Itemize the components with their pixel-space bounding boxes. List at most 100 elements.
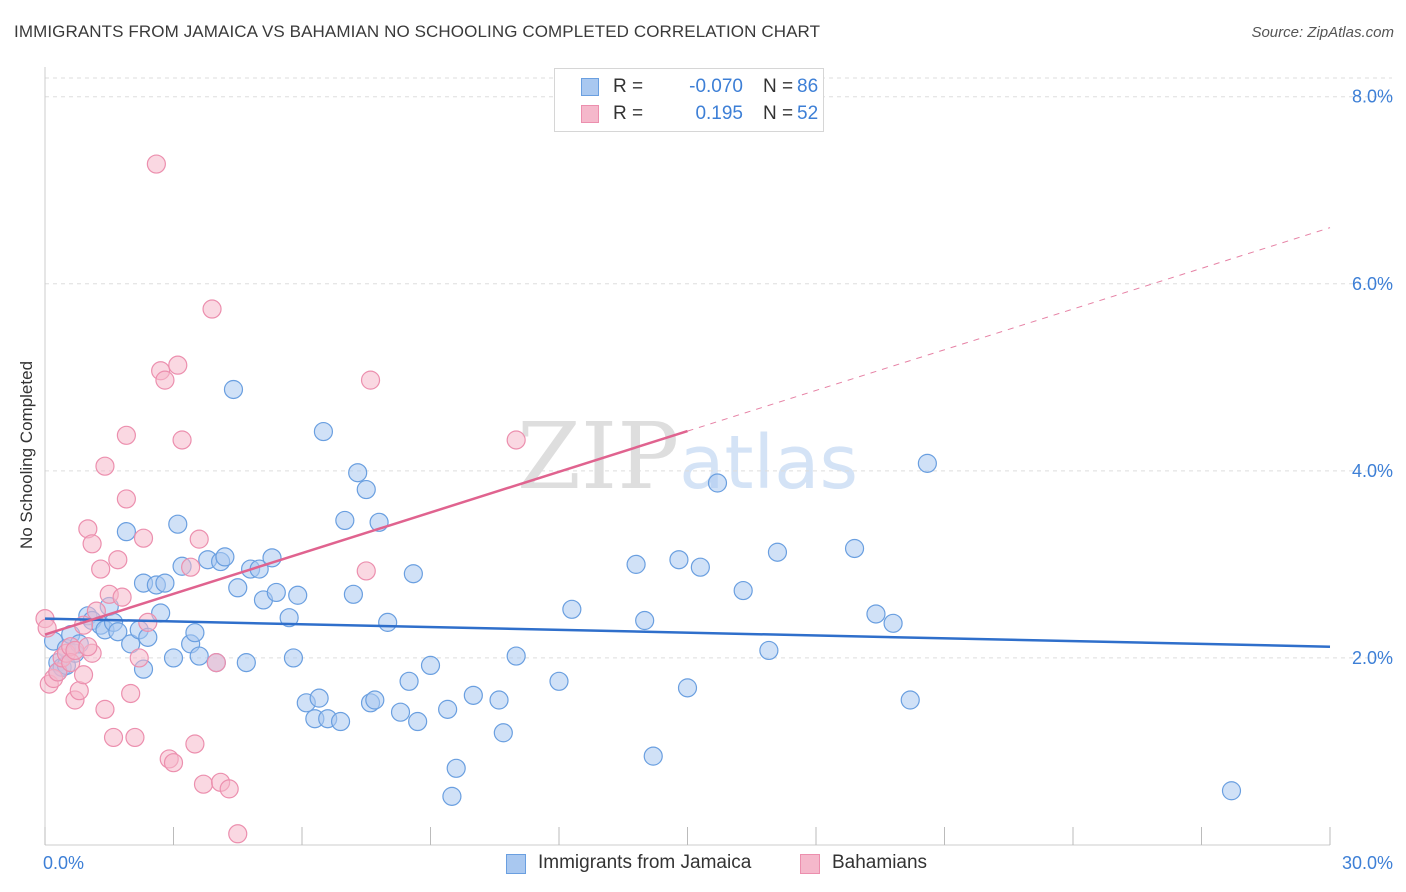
jamaica-point — [733, 580, 753, 601]
x-tick-label: 30.0% — [1342, 853, 1393, 873]
bahamian-point — [95, 699, 115, 719]
jamaica-point — [635, 610, 655, 631]
jamaica-point — [228, 578, 248, 598]
jamaica-point — [163, 648, 184, 668]
jamaica-point — [330, 711, 351, 732]
jamaica-point — [549, 671, 569, 691]
jamaica-point — [493, 723, 513, 743]
bahamian-point — [155, 370, 175, 390]
bahamian-point — [103, 727, 124, 748]
legend-r-label: R = — [613, 76, 644, 97]
jamaica-point — [168, 514, 188, 534]
jamaica-point — [356, 479, 376, 500]
bahamian-trend-line — [44, 429, 688, 636]
jamaica-point — [900, 690, 920, 710]
jamaica-point — [399, 671, 419, 691]
legend-swatch-pink — [581, 105, 599, 123]
jamaica-point — [759, 640, 779, 661]
y-tick-label: 4.0% — [1352, 461, 1393, 481]
legend-n-value: 52 — [797, 103, 819, 124]
jamaica-point — [390, 702, 411, 722]
legend-swatch-blue — [581, 78, 599, 96]
y-tick-label: 6.0% — [1352, 274, 1393, 294]
jamaica-point — [279, 608, 299, 628]
jamaica-point — [378, 612, 398, 632]
bahamian-point — [163, 753, 184, 773]
jamaica-point — [313, 421, 334, 442]
jamaica-point — [883, 613, 903, 633]
jamaica-point — [562, 599, 582, 619]
bahamian-point — [172, 430, 192, 450]
y-tick-label: 8.0% — [1352, 87, 1393, 107]
jamaica-point — [677, 678, 698, 698]
bahamian-point — [181, 557, 201, 577]
bahamian-point — [82, 534, 102, 554]
jamaica-point — [335, 510, 355, 531]
bahamian-point — [360, 370, 381, 390]
bahamian-point — [112, 587, 132, 607]
legend-n-label: N = — [763, 76, 794, 97]
bahamian-point — [506, 430, 526, 450]
bahamian-point — [125, 727, 145, 748]
jamaica-point — [707, 473, 728, 493]
jamaica-point — [343, 584, 363, 604]
bahamian-point — [133, 528, 154, 548]
bahamian-point — [69, 681, 89, 701]
jamaica-point — [348, 463, 368, 483]
jamaica-trend-line — [44, 617, 1331, 648]
bahamian-point — [185, 734, 205, 754]
jamaica-point — [446, 758, 466, 778]
jamaica-point — [917, 453, 937, 473]
jamaica-point — [309, 688, 329, 708]
jamaica-point — [1221, 781, 1242, 801]
series-label-jamaica: Immigrants from Jamaica — [538, 852, 752, 873]
jamaica-point — [215, 547, 235, 567]
bahamian-point — [189, 529, 209, 549]
jamaica-point — [108, 622, 128, 642]
bahamian-point — [73, 665, 94, 685]
jamaica-point — [408, 711, 428, 732]
jamaica-point — [506, 646, 526, 666]
jamaica-point — [121, 634, 141, 654]
jamaica-point — [844, 538, 865, 559]
legend-n-label: N = — [763, 103, 794, 124]
series-label-bahamians: Bahamians — [832, 852, 928, 873]
bahamian-point — [116, 489, 136, 509]
jamaica-point — [283, 648, 304, 668]
bahamian-point — [95, 456, 115, 476]
bahamian-point — [129, 648, 149, 668]
legend-r-value: 0.195 — [695, 103, 743, 124]
jamaica-point — [266, 582, 286, 603]
y-tick-label: 2.0% — [1352, 648, 1393, 668]
jamaica-point — [669, 550, 689, 570]
jamaica-point — [403, 564, 423, 584]
source-credit: Source: ZipAtlas.com — [1251, 24, 1394, 41]
bahamian-point — [206, 653, 226, 673]
bahamian-point — [116, 425, 136, 445]
bahamian-point — [202, 299, 222, 319]
legend-r-value: -0.070 — [689, 76, 743, 97]
legend-r-label: R = — [613, 103, 644, 124]
bahamian-point — [108, 550, 128, 570]
jamaica-point — [288, 585, 308, 605]
jamaica-point — [236, 653, 256, 673]
bahamian-point — [91, 559, 111, 579]
jamaica-point — [489, 690, 509, 710]
jamaica-point — [155, 573, 175, 593]
jamaica-point — [690, 557, 710, 577]
jamaica-point — [116, 522, 136, 542]
bahamian-point — [219, 779, 239, 799]
jamaica-point — [223, 379, 244, 400]
series-legend: Immigrants from Jamaica Bahamians — [0, 852, 1406, 878]
watermark: ZIPatlas — [517, 403, 858, 510]
jamaica-point — [643, 746, 663, 766]
jamaica-point — [365, 690, 385, 710]
jamaica-point — [420, 655, 441, 676]
jamaica-point — [189, 646, 209, 666]
series-swatch-blue — [506, 854, 526, 874]
jamaica-point — [438, 699, 458, 719]
bahamian-point — [78, 637, 98, 657]
bahamian-point — [228, 824, 248, 844]
bahamian-point — [146, 154, 166, 174]
